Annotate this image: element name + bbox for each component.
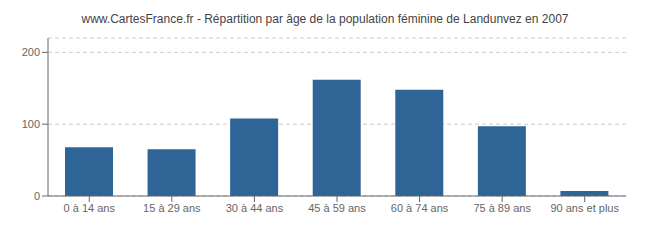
svg-text:15 à 29 ans: 15 à 29 ans xyxy=(143,202,201,214)
svg-text:30 à 44 ans: 30 à 44 ans xyxy=(226,202,284,214)
html-text:www.CartesFrance.fr - Répartit: www.CartesFrance.fr - Répartition par âg… xyxy=(81,12,569,26)
svg-text:75 à 89 ans: 75 à 89 ans xyxy=(473,202,531,214)
svg-text:90 ans et plus: 90 ans et plus xyxy=(550,202,619,214)
svg-text:0: 0 xyxy=(34,190,40,202)
svg-text:200: 200 xyxy=(22,46,40,58)
svg-text:100: 100 xyxy=(22,118,40,130)
svg-text:60 à 74 ans: 60 à 74 ans xyxy=(391,202,449,214)
svg-text:0 à 14 ans: 0 à 14 ans xyxy=(64,202,116,214)
svg-text:45 à 59 ans: 45 à 59 ans xyxy=(308,202,366,214)
